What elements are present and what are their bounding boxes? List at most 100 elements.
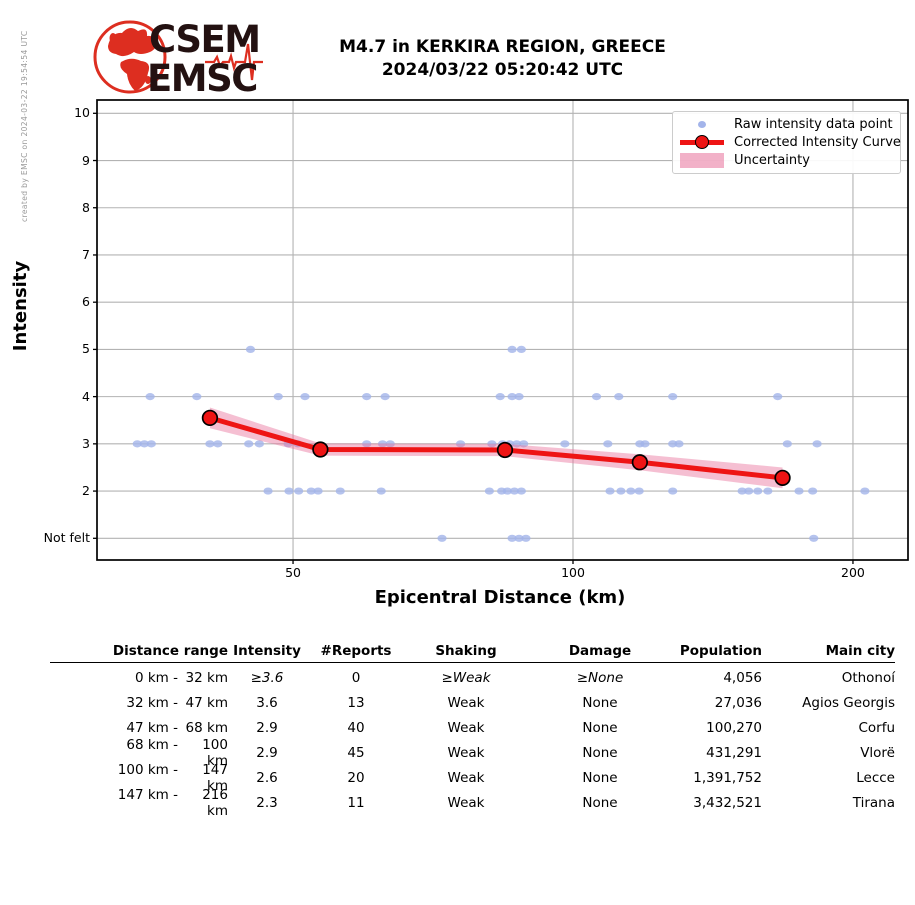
- y-tick-label: Not felt: [28, 530, 90, 546]
- cell-intensity: 2.9: [228, 745, 306, 761]
- raw-data-point: [773, 393, 782, 400]
- cell-shaking: Weak: [406, 795, 526, 811]
- legend-label: Corrected Intensity Curve: [734, 135, 901, 150]
- table-row: 147 km -216 km2.311WeakNone3,432,521Tira…: [50, 790, 895, 815]
- raw-data-point: [674, 440, 683, 447]
- distance-to: 68 km: [178, 720, 228, 736]
- cell-reports: 11: [306, 795, 406, 811]
- cell-main-city: Agios Georgis: [762, 695, 895, 711]
- raw-data-point: [205, 440, 214, 447]
- cell-main-city: Corfu: [762, 720, 895, 736]
- raw-data-point: [244, 440, 253, 447]
- col-header-population: Population: [674, 643, 762, 659]
- distance-to: 216 km: [178, 787, 228, 819]
- cell-population: 1,391,752: [674, 770, 762, 786]
- raw-data-point: [437, 535, 446, 542]
- cell-damage: None: [526, 720, 674, 736]
- cell-population: 4,056: [674, 670, 762, 686]
- raw-data-point: [626, 487, 635, 494]
- cell-damage: None: [526, 745, 674, 761]
- col-header-shaking: Shaking: [406, 643, 526, 659]
- curve-point-marker: [633, 455, 648, 470]
- distance-to: 47 km: [178, 695, 228, 711]
- emsc-intensity-report: created by EMSC on 2024-03-22 19:54:54 U…: [0, 0, 915, 905]
- raw-data-point: [668, 487, 677, 494]
- cell-shaking: Weak: [406, 695, 526, 711]
- legend-item-raw: Raw intensity data point: [679, 115, 894, 133]
- raw-data-point: [507, 346, 516, 353]
- cell-intensity: ≥3.6: [228, 670, 306, 686]
- x-axis-title: Epicentral Distance (km): [300, 587, 700, 608]
- chart-legend: Raw intensity data point Corrected Inten…: [672, 111, 901, 174]
- y-tick-label: 9: [28, 153, 90, 169]
- col-header-city: Main city: [762, 643, 895, 659]
- cell-population: 3,432,521: [674, 795, 762, 811]
- cell-shaking: Weak: [406, 745, 526, 761]
- raw-data-point: [783, 440, 792, 447]
- curve-point-marker: [775, 471, 790, 486]
- cell-main-city: Lecce: [762, 770, 895, 786]
- raw-data-point: [485, 487, 494, 494]
- cell-main-city: Tirana: [762, 795, 895, 811]
- raw-data-point: [274, 393, 283, 400]
- raw-data-point: [517, 487, 526, 494]
- raw-data-point: [192, 393, 201, 400]
- cell-intensity: 2.9: [228, 720, 306, 736]
- curve-point-marker: [498, 443, 513, 458]
- table-row: 0 km -32 km≥3.60≥Weak≥None4,056Othonoí: [50, 665, 895, 690]
- raw-data-point: [514, 393, 523, 400]
- col-header-distance: Distance range: [50, 643, 228, 659]
- cell-shaking: Weak: [406, 720, 526, 736]
- raw-data-point: [284, 487, 293, 494]
- cell-reports: 20: [306, 770, 406, 786]
- raw-data-point: [381, 393, 390, 400]
- cell-population: 431,291: [674, 745, 762, 761]
- cell-main-city: Vlorë: [762, 745, 895, 761]
- col-header-reports: #Reports: [306, 643, 406, 659]
- cell-distance-range: 147 km -216 km: [50, 787, 228, 819]
- raw-data-point: [603, 440, 612, 447]
- cell-intensity: 2.6: [228, 770, 306, 786]
- raw-data-point: [496, 393, 505, 400]
- x-tick-label: 50: [263, 565, 323, 581]
- raw-data-point: [517, 346, 526, 353]
- raw-data-point: [616, 487, 625, 494]
- legend-label: Raw intensity data point: [734, 117, 893, 132]
- raw-data-point: [521, 535, 530, 542]
- cell-damage: None: [526, 795, 674, 811]
- raw-data-point: [812, 440, 821, 447]
- cell-distance-range: 32 km -47 km: [50, 695, 228, 711]
- y-tick-label: 5: [28, 341, 90, 357]
- raw-data-point: [294, 487, 303, 494]
- raw-data-point: [560, 440, 569, 447]
- raw-data-point: [809, 535, 818, 542]
- raw-data-point: [605, 487, 614, 494]
- distance-from: 32 km -: [50, 695, 178, 711]
- y-tick-label: 8: [28, 200, 90, 216]
- raw-data-point: [246, 346, 255, 353]
- cell-shaking: Weak: [406, 770, 526, 786]
- raw-data-point: [635, 487, 644, 494]
- raw-data-point: [147, 440, 156, 447]
- x-tick-label: 200: [823, 565, 883, 581]
- distance-from: 147 km -: [50, 787, 178, 819]
- raw-data-point: [377, 487, 386, 494]
- cell-reports: 40: [306, 720, 406, 736]
- cell-population: 27,036: [674, 695, 762, 711]
- col-header-damage: Damage: [526, 643, 674, 659]
- cell-damage: ≥None: [526, 670, 674, 686]
- cell-reports: 45: [306, 745, 406, 761]
- cell-distance-range: 0 km -32 km: [50, 670, 228, 686]
- distance-from: 47 km -: [50, 720, 178, 736]
- table-header-row: Distance rangeIntensity#ReportsShakingDa…: [50, 639, 895, 663]
- summary-table: Distance rangeIntensity#ReportsShakingDa…: [50, 639, 895, 815]
- distance-from: 0 km -: [50, 670, 178, 686]
- cell-distance-range: 47 km -68 km: [50, 720, 228, 736]
- raw-data-point: [255, 440, 264, 447]
- distance-to: 32 km: [178, 670, 228, 686]
- raw-data-point: [263, 487, 272, 494]
- curve-point-marker: [313, 442, 328, 457]
- raw-data-point: [794, 487, 803, 494]
- raw-data-point: [668, 393, 677, 400]
- raw-data-point: [313, 487, 322, 494]
